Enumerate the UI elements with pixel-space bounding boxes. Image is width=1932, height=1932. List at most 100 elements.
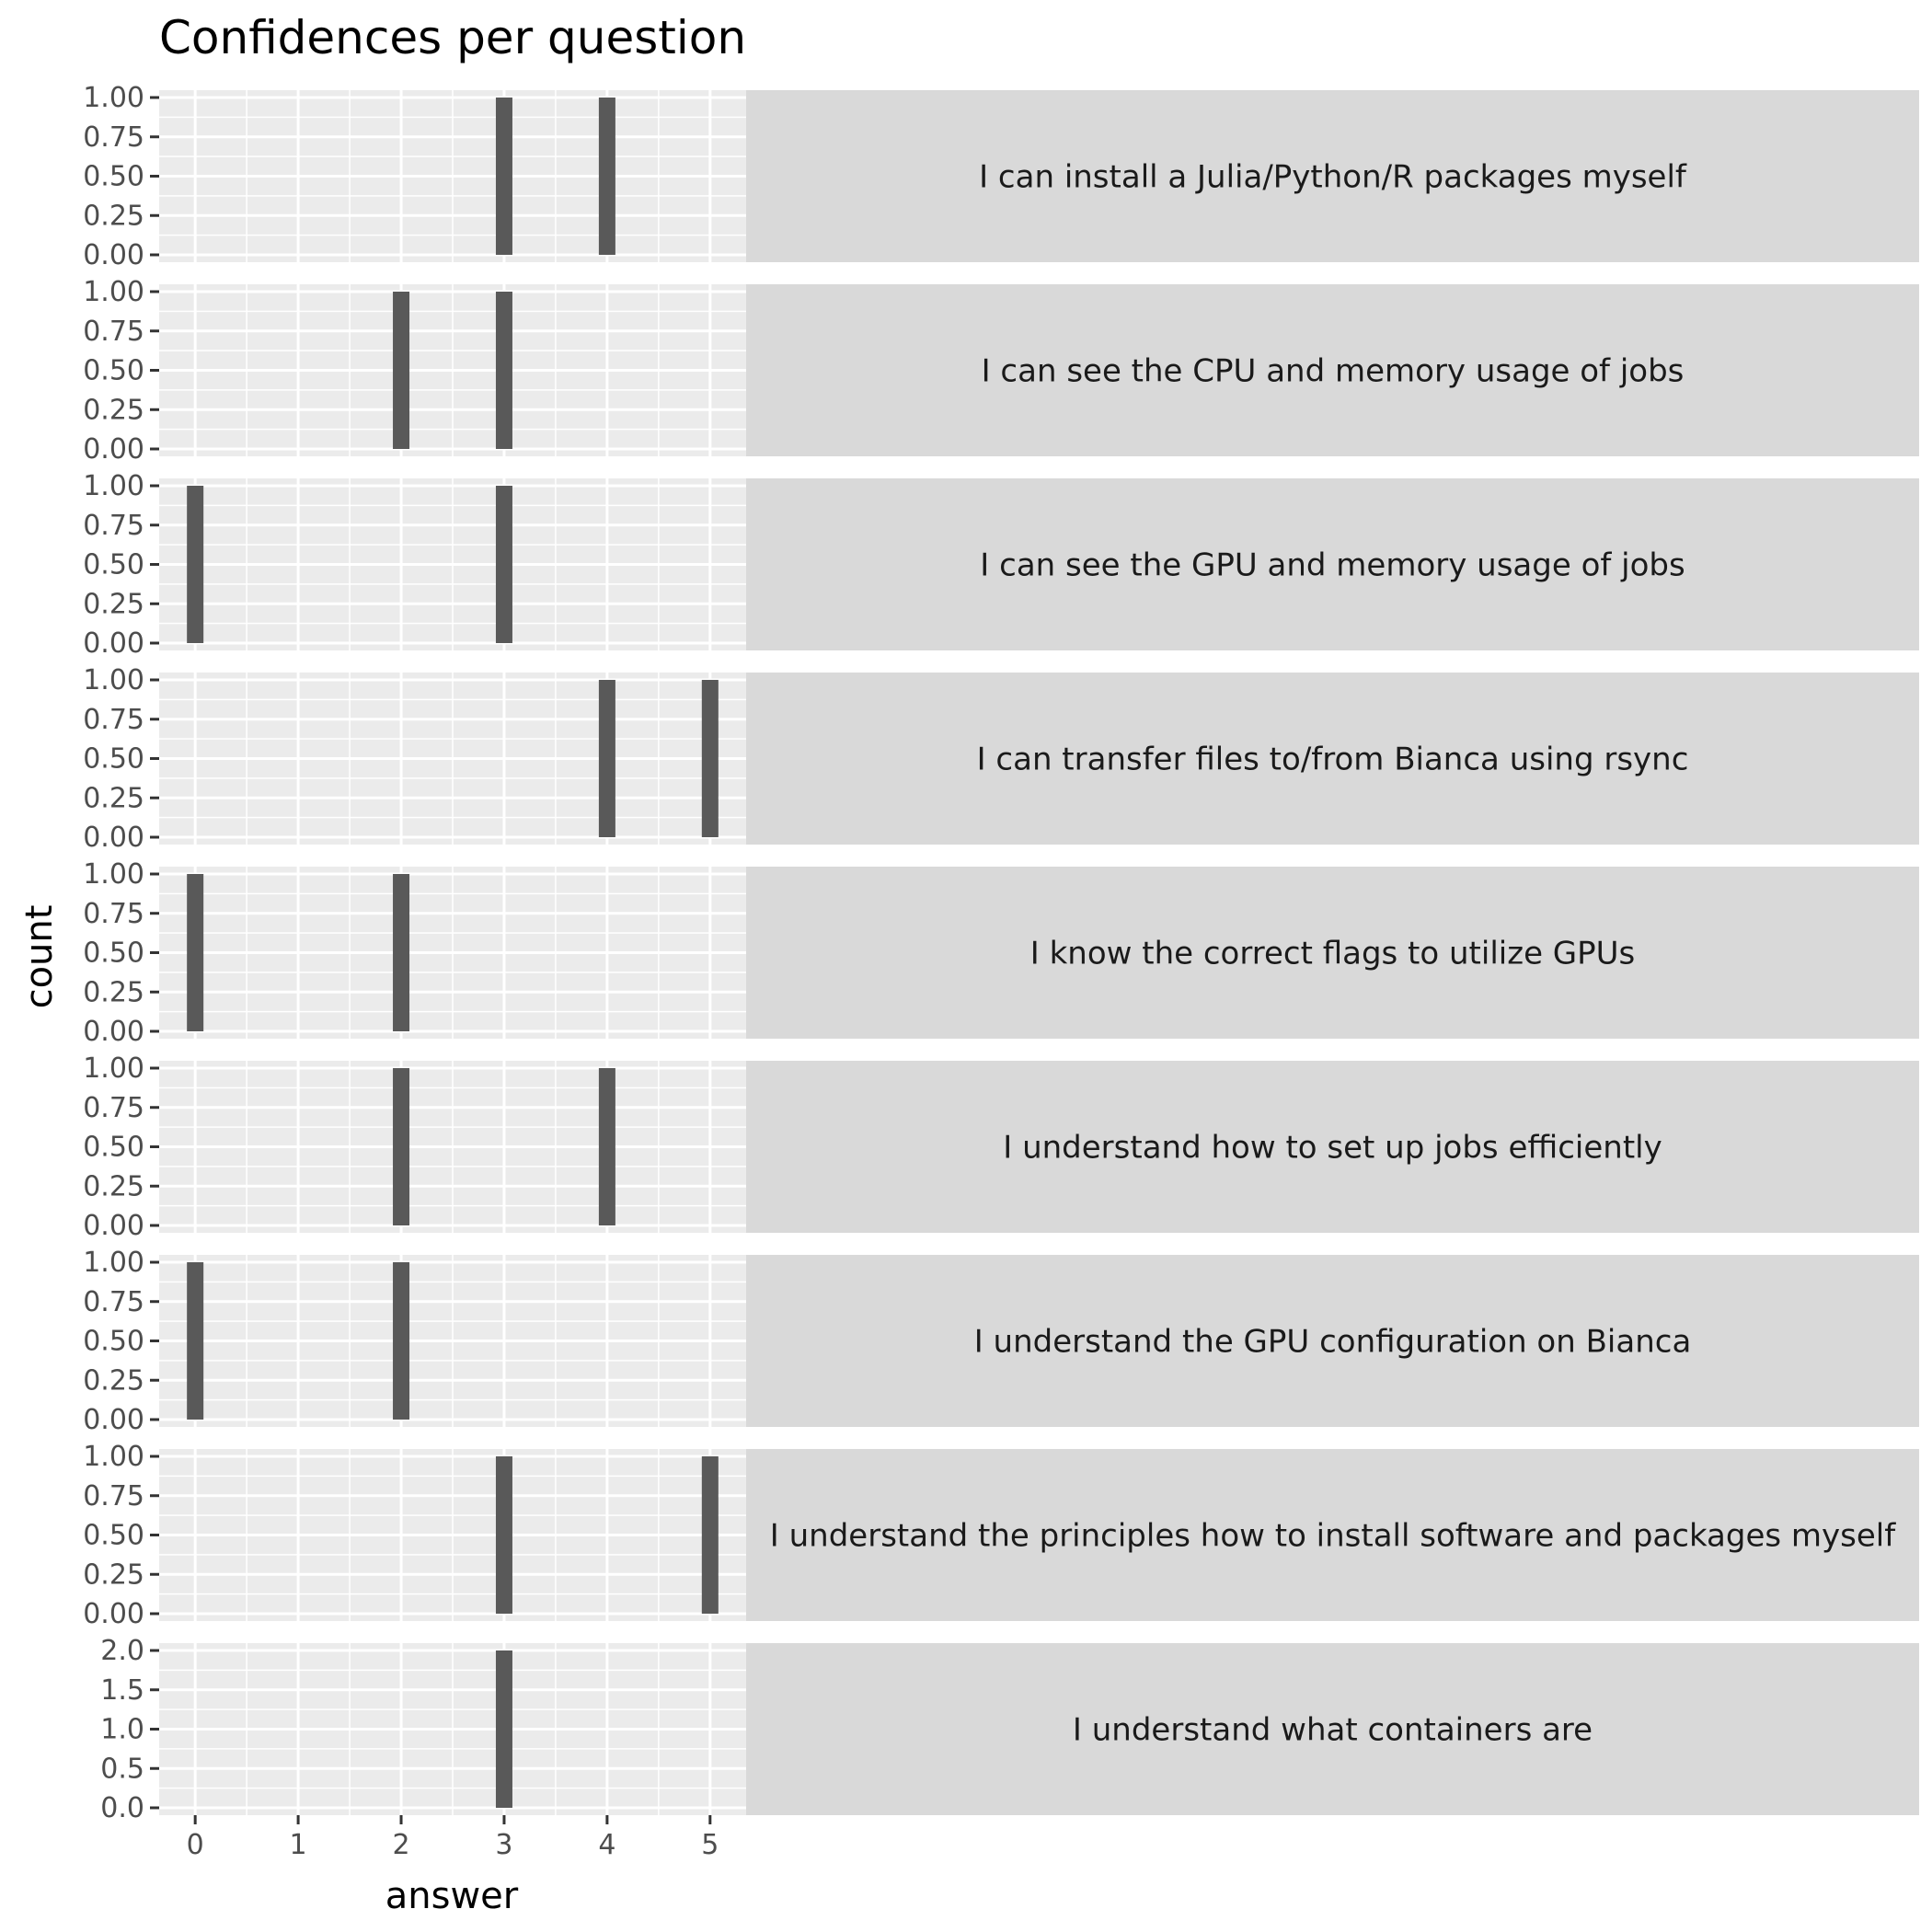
facet-panel: 0.00 0.25 0.50 0.75 1.00 I can see the GPU an…: [83, 470, 1919, 660]
y-tick-label: 0.50: [83, 1132, 144, 1164]
facet-label: I can see the CPU and memory usage of jo…: [982, 353, 1685, 390]
y-tick-label: 1.0: [100, 1714, 144, 1746]
facet-label: I understand how to set up jobs efficien…: [1003, 1130, 1662, 1167]
facet-label: I understand the GPU configuration on Bi…: [974, 1324, 1692, 1361]
facet-panel: 0.0 0.5 1.0 1.5 2.0 I understand what contain…: [100, 1635, 1919, 1824]
chart-title: Confidences per question: [159, 11, 746, 64]
y-tick-label: 1.00: [83, 82, 144, 114]
x-tick-label: 0: [187, 1829, 204, 1861]
facet-label: I understand what containers are: [1073, 1712, 1593, 1749]
y-tick-label: 0.25: [83, 200, 144, 232]
facet-strip: [746, 1449, 1919, 1621]
y-tick-label: 1.00: [83, 858, 144, 891]
y-tick-label: 2.0: [100, 1635, 144, 1667]
facet-label: I understand the principles how to insta…: [770, 1518, 1896, 1555]
facet-panels: 0.000.250.500.751.00I can install a Juli…: [83, 82, 1919, 1861]
y-tick-label: 0.75: [83, 316, 144, 348]
x-tick-label: 3: [495, 1829, 512, 1861]
y-tick-label: 0.00: [83, 1598, 144, 1630]
bar: [187, 486, 204, 643]
y-tick-label: 0.75: [83, 898, 144, 930]
facet-panel: 0.00 0.25 0.50 0.75 1.00 I can see the CPU an…: [83, 276, 1919, 466]
facet-panel: 0.00 0.25 0.50 0.75 1.00 I understand how to …: [83, 1052, 1919, 1242]
x-tick-label: 1: [290, 1829, 307, 1861]
facet-label: I can see the GPU and memory usage of jo…: [980, 547, 1685, 584]
y-tick-label: 0.50: [83, 937, 144, 970]
y-tick-label: 0.25: [83, 588, 144, 620]
y-tick-label: 0.50: [83, 549, 144, 581]
y-tick-label: 0.00: [83, 433, 144, 466]
bar: [187, 1262, 204, 1420]
facet-strip: [746, 478, 1919, 650]
facet-strip: [746, 673, 1919, 845]
bar: [598, 1068, 615, 1225]
bar: [701, 680, 719, 837]
bar: [393, 1262, 410, 1420]
bar: [495, 1456, 512, 1614]
bar: [495, 292, 512, 449]
facet-label: I know the correct flags to utilize GPUs: [1030, 936, 1636, 972]
y-tick-label: 0.50: [83, 161, 144, 193]
bar: [495, 1650, 512, 1808]
x-tick-label: 5: [701, 1829, 719, 1861]
y-tick-label: 1.00: [83, 1052, 144, 1085]
y-tick-label: 0.25: [83, 1558, 144, 1591]
bar: [393, 874, 410, 1031]
y-tick-label: 0.75: [83, 1480, 144, 1512]
facet-panel: 0.00 0.25 0.50 0.75 1.00 I understand the pri…: [83, 1441, 1919, 1630]
y-tick-label: 0.50: [83, 743, 144, 776]
bar: [495, 486, 512, 643]
y-tick-label: 0.75: [83, 121, 144, 154]
y-tick-label: 0.0: [100, 1792, 144, 1824]
facet-strip: [746, 1061, 1919, 1233]
y-tick-label: 0.00: [83, 822, 144, 854]
y-tick-label: 1.00: [83, 664, 144, 696]
y-tick-label: 0.75: [83, 510, 144, 542]
y-tick-label: 1.00: [83, 1441, 144, 1473]
facet-strip: [746, 867, 1919, 1039]
y-tick-label: 1.5: [100, 1674, 144, 1707]
facet-strip: [746, 1643, 1919, 1815]
x-tick-label: 4: [598, 1829, 615, 1861]
y-tick-label: 0.25: [83, 976, 144, 1008]
y-tick-label: 0.50: [83, 1326, 144, 1358]
facet-panel: 0.00 0.25 0.50 0.75 1.00 I understand the GPU…: [83, 1247, 1919, 1436]
y-tick-label: 0.75: [83, 1092, 144, 1124]
x-tick-label: 2: [392, 1829, 409, 1861]
y-tick-label: 0.00: [83, 1404, 144, 1436]
y-tick-label: 0.00: [83, 627, 144, 660]
facet-strip: [746, 1255, 1919, 1427]
facet-label: I can install a Julia/Python/R packages …: [979, 159, 1687, 196]
y-tick-label: 0.50: [83, 355, 144, 387]
bar: [187, 874, 204, 1031]
y-tick-label: 0.25: [83, 782, 144, 814]
bar: [393, 292, 410, 449]
x-axis-title: answer: [385, 1875, 519, 1917]
facet-label: I can transfer files to/from Bianca usin…: [977, 742, 1689, 778]
bar: [701, 1456, 719, 1614]
y-tick-label: 1.00: [83, 470, 144, 502]
y-tick-label: 0.25: [83, 1364, 144, 1397]
y-tick-label: 0.75: [83, 704, 144, 736]
y-tick-label: 1.00: [83, 276, 144, 308]
facet-panel: 0.00 0.25 0.50 0.75 1.00 I can install a Juli…: [83, 82, 1919, 271]
y-tick-label: 0.5: [100, 1753, 144, 1785]
bar: [393, 1068, 410, 1225]
y-axis-title: count: [18, 905, 61, 1009]
y-tick-label: 0.75: [83, 1286, 144, 1318]
facet-panel: 0.00 0.25 0.50 0.75 1.00 I can transfer files…: [83, 664, 1919, 854]
y-tick-label: 0.00: [83, 239, 144, 271]
y-tick-label: 1.00: [83, 1247, 144, 1279]
bar: [495, 98, 512, 255]
bar: [598, 680, 615, 837]
y-tick-label: 0.00: [83, 1210, 144, 1242]
y-tick-label: 0.00: [83, 1016, 144, 1048]
facet-strip: [746, 90, 1919, 262]
facet-panel: 0.00 0.25 0.50 0.75 1.00 I know the correct f…: [83, 858, 1919, 1048]
y-tick-label: 0.25: [83, 1170, 144, 1202]
y-tick-label: 0.50: [83, 1520, 144, 1552]
y-tick-label: 0.25: [83, 394, 144, 426]
facet-strip: [746, 284, 1919, 456]
bar: [598, 98, 615, 255]
